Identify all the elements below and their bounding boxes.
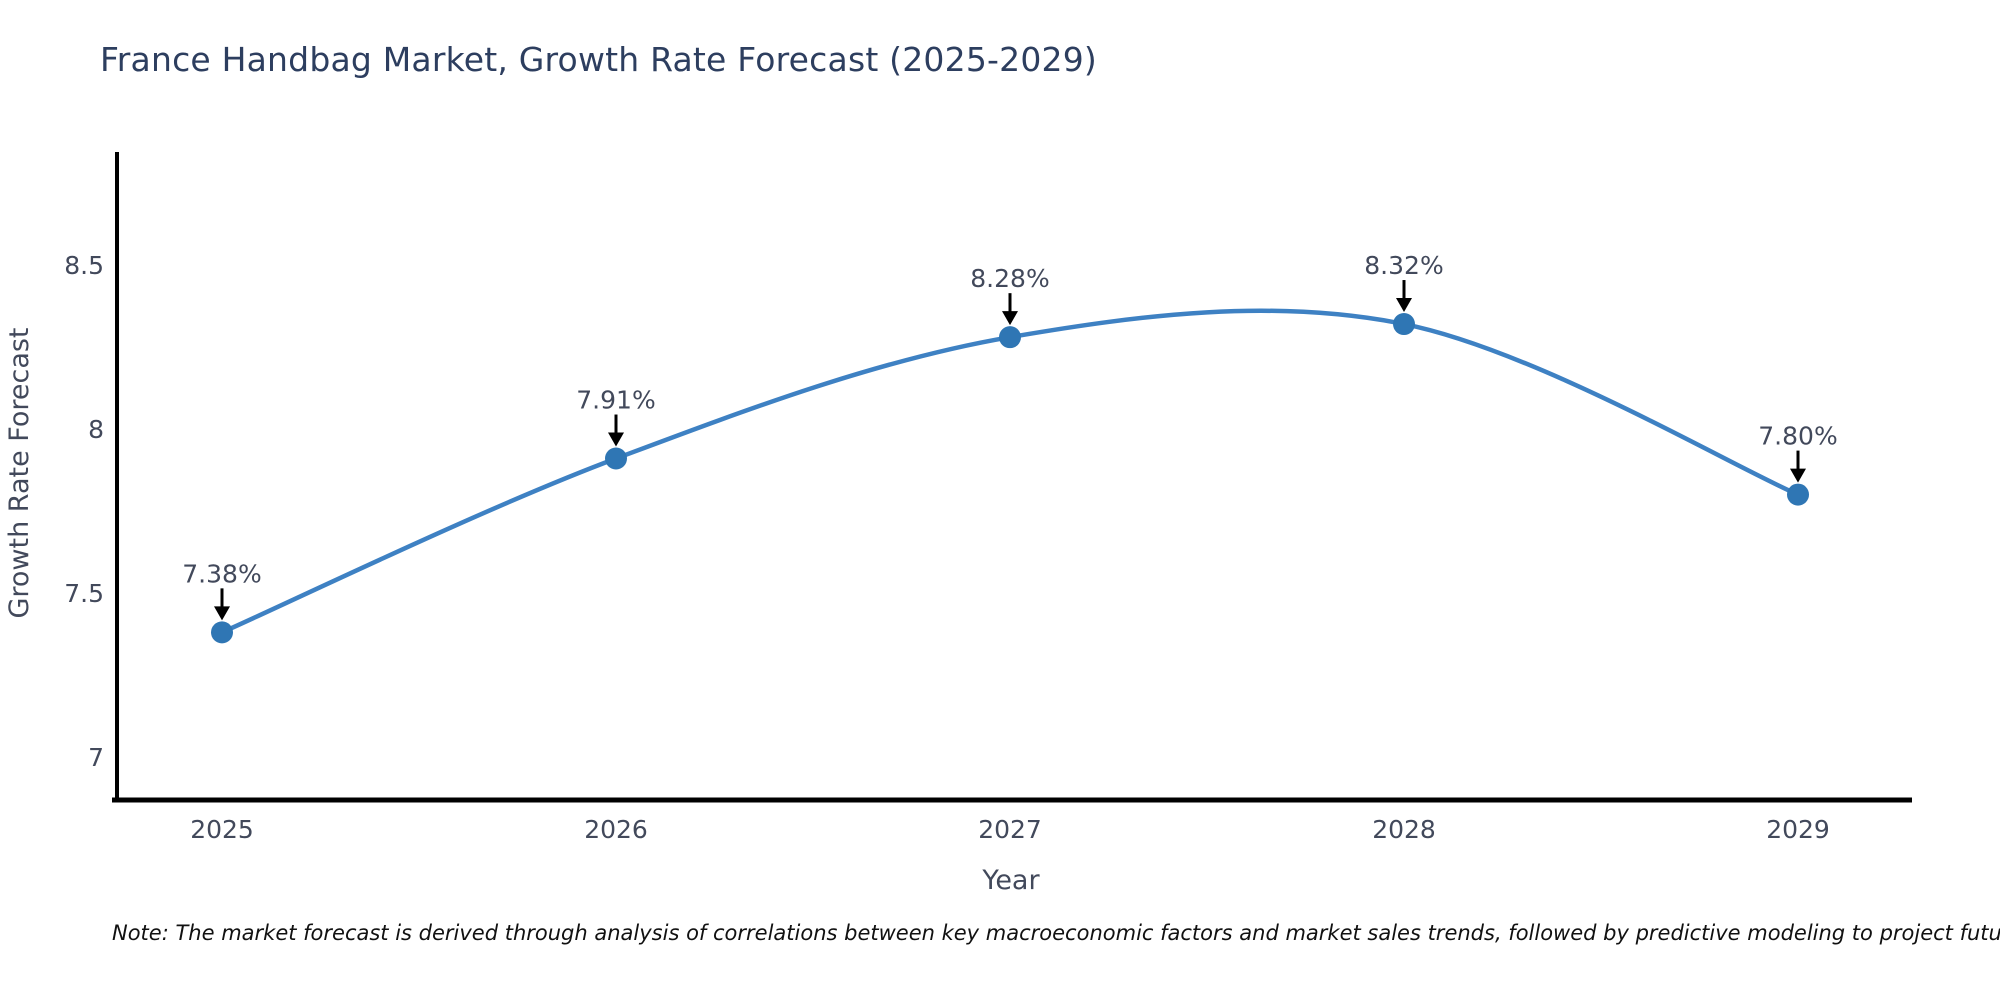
x-tick-label: 2029: [1766, 815, 1830, 844]
y-tick-label: 7: [88, 743, 104, 772]
point-value-label: 7.91%: [576, 386, 655, 415]
annotation-arrow-head: [214, 606, 230, 621]
x-tick-label: 2025: [190, 815, 254, 844]
x-tick-label: 2026: [584, 815, 648, 844]
x-axis-title: Year: [981, 865, 1040, 896]
annotation-arrow-head: [1002, 311, 1018, 326]
trend-line: [219, 308, 1801, 635]
point-value-label: 8.28%: [970, 264, 1049, 293]
footnote: Note: The market forecast is derived thr…: [112, 921, 2000, 945]
point-value-label: 8.32%: [1364, 251, 1443, 280]
y-axis-title: Growth Rate Forecast: [4, 327, 35, 618]
annotation-arrow-head: [1396, 298, 1412, 313]
point-value-label: 7.38%: [182, 559, 261, 588]
y-tick-label: 8: [88, 415, 104, 444]
plot-generated-layer: 8.5 8 7.5 7 2025 2026 2027 2028 2029 7.38% 7.91% 8.…: [64, 152, 1912, 844]
data-point-marker: [605, 447, 627, 470]
annotation-arrow-head: [608, 432, 624, 447]
data-point-marker: [211, 621, 233, 644]
x-tick-label: 2027: [978, 815, 1042, 844]
data-point-marker: [1787, 483, 1809, 506]
x-tick-label: 2028: [1372, 815, 1436, 844]
data-point-marker: [999, 326, 1021, 349]
chart-title: France Handbag Market, Growth Rate Forec…: [100, 40, 1097, 79]
annotation-arrow-head: [1790, 468, 1806, 483]
y-tick-label: 8.5: [64, 251, 104, 280]
y-tick-label: 7.5: [64, 579, 104, 608]
point-value-label: 7.80%: [1758, 422, 1837, 451]
data-point-marker: [1393, 313, 1415, 336]
